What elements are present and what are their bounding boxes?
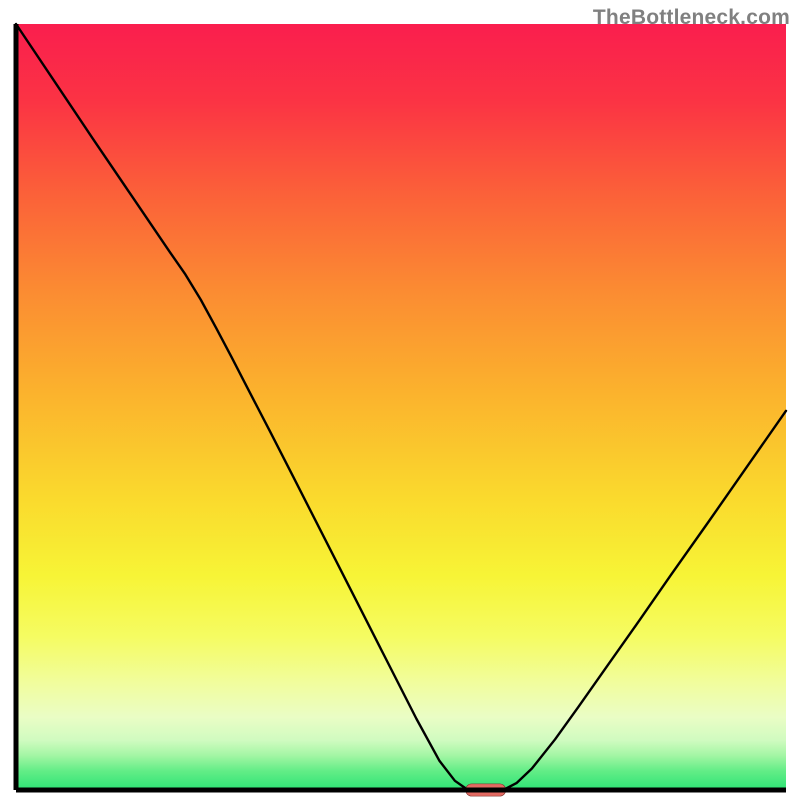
- chart-container: TheBottleneck.com: [0, 0, 800, 800]
- v-curve-chart: [0, 0, 800, 800]
- plot-background-gradient: [16, 24, 786, 790]
